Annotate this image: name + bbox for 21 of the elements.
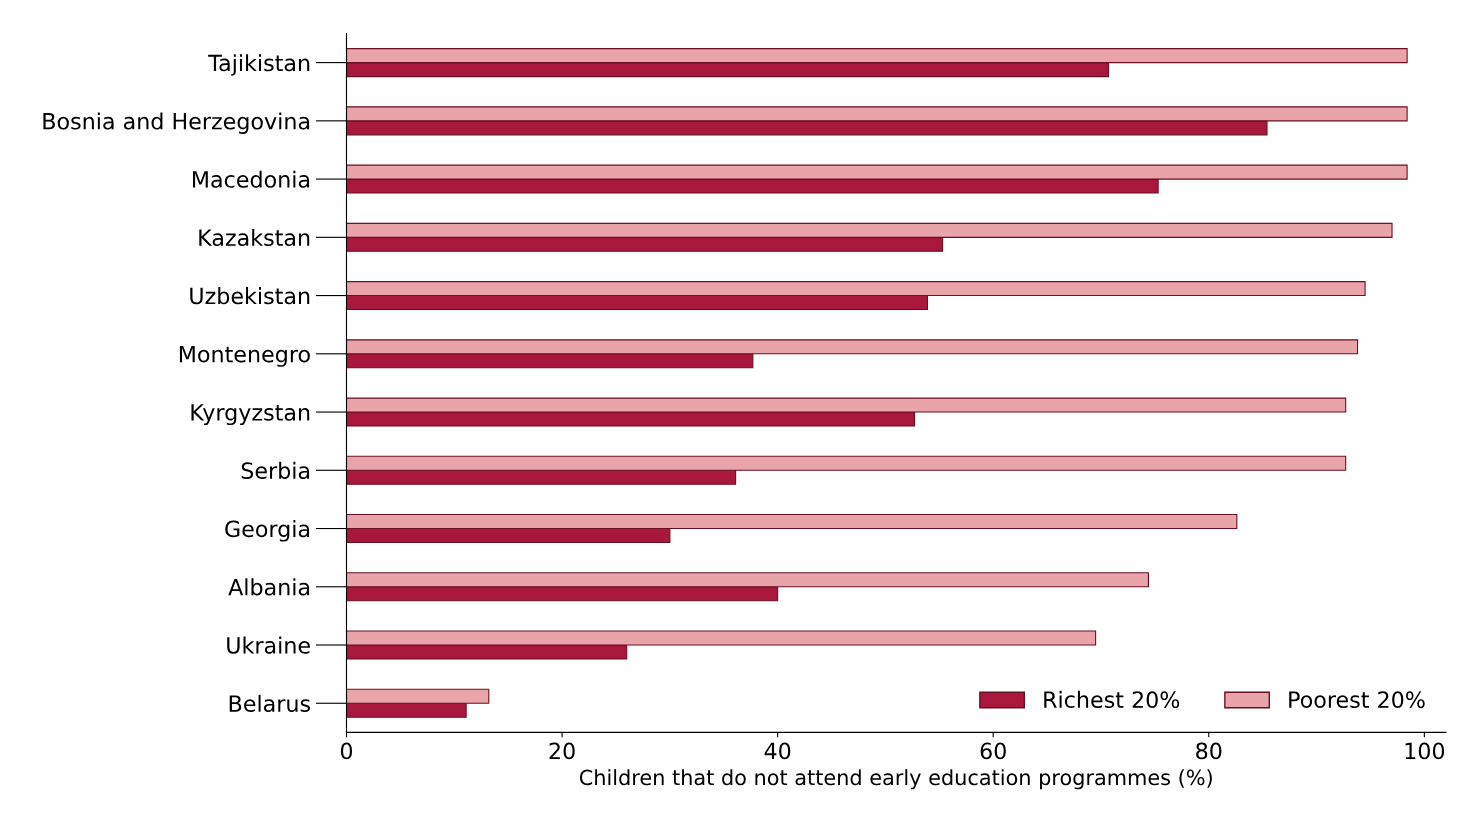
x-tick-label: 40 (764, 742, 791, 760)
x-tick-label: 0 (340, 742, 353, 760)
y-tick-label: Kyrgyzstan (191, 404, 310, 426)
x-axis-title: Children that do not attend early education programmes (%) (579, 769, 1212, 790)
y-tick-label: Bosnia and Herzegovina (43, 112, 310, 134)
y-tick-label: Serbia (241, 461, 310, 480)
x-tick-label: 80 (1196, 742, 1222, 760)
x-tick-label: 100 (1405, 742, 1445, 760)
legend-label: Richest 20% (1044, 690, 1180, 709)
y-tick-label: Georgia (225, 520, 310, 542)
y-tick-label: Uzbekistan (190, 287, 310, 305)
y-tick-label: Albania (228, 578, 310, 596)
x-tick-label: 60 (980, 742, 1006, 760)
legend-label: Poorest 20% (1289, 691, 1425, 709)
x-tick-label: 20 (549, 742, 575, 760)
y-tick-label: Belarus (229, 694, 310, 713)
y-tick-label: Macedonia (192, 170, 310, 188)
y-tick-label: Kazakstan (199, 228, 310, 247)
y-tick-label: Ukraine (227, 636, 310, 654)
y-tick-label: Montenegro (179, 346, 310, 367)
y-tick-label: Tajikistan (208, 54, 310, 76)
